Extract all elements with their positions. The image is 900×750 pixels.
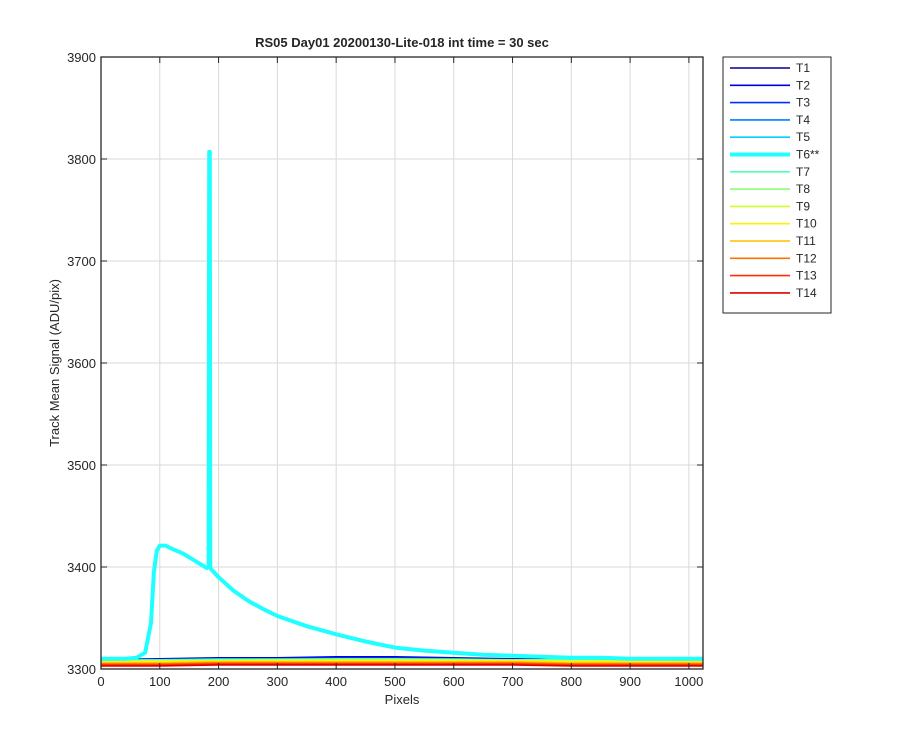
x-tick-label: 500: [384, 674, 406, 689]
legend-label: T2: [796, 78, 810, 92]
x-tick-labels: 0 100 200 300 400 500 600 700 800 900 1000: [97, 674, 703, 689]
legend-box: [722, 56, 832, 314]
y-tick-label: 3800: [67, 152, 96, 167]
y-axis-label: Track Mean Signal (ADU/pix): [47, 279, 62, 447]
x-tick-label: 700: [502, 674, 524, 689]
legend-label: T14: [796, 286, 817, 300]
x-tick-label: 0: [97, 674, 104, 689]
series-line-t12: [101, 662, 703, 665]
series-layer: [100, 149, 704, 667]
legend-label: T1: [796, 61, 810, 75]
legend-label: T3: [796, 96, 810, 110]
y-tick-label: 3500: [67, 458, 96, 473]
legend-label: T10: [796, 217, 817, 231]
y-tick-labels: 3300 3400 3500 3600 3700 3800 3900: [67, 50, 96, 677]
chart-title: RS05 Day01 20200130-Lite-018 int time = …: [255, 35, 549, 50]
x-tick-label: 100: [149, 674, 171, 689]
x-tick-label: 900: [619, 674, 641, 689]
legend-items: T1 T2 T3 T4 T5 T6** T7 T8 T9 T10 T11 T12 T13 T14: [730, 61, 820, 300]
x-tick-label: 300: [267, 674, 289, 689]
legend-label: T11: [796, 234, 816, 248]
legend-label: T12: [796, 251, 817, 265]
legend-label: T6**: [796, 148, 820, 162]
legend-label: T8: [796, 182, 810, 196]
y-tick-label: 3900: [67, 50, 96, 65]
y-tick-label: 3600: [67, 356, 96, 371]
tick-marks: [100, 56, 703, 670]
legend-label: T9: [796, 199, 810, 213]
y-tick-label: 3400: [67, 560, 96, 575]
x-tick-label: 400: [325, 674, 347, 689]
legend-label: T4: [796, 113, 810, 127]
x-tick-label: 1000: [674, 674, 703, 689]
x-tick-label: 800: [560, 674, 582, 689]
legend-label: T13: [796, 269, 817, 283]
legend-label: T7: [796, 165, 810, 179]
y-tick-label: 3300: [67, 662, 96, 677]
y-tick-label: 3700: [67, 254, 96, 269]
legend-label: T5: [796, 130, 810, 144]
series-line-t11: [101, 661, 703, 664]
x-tick-label: 600: [443, 674, 465, 689]
x-axis-label: Pixels: [385, 692, 420, 707]
plot-area: 0 100 200 300 400 500 600 700 800 900 1000 3300 340…: [67, 50, 704, 689]
series-line-t6: [101, 149, 703, 661]
x-tick-label: 200: [208, 674, 230, 689]
series-line-t10: [101, 659, 703, 663]
legend: T1 T2 T3 T4 T5 T6** T7 T8 T9 T10 T11 T12 T13 T14: [722, 56, 832, 314]
